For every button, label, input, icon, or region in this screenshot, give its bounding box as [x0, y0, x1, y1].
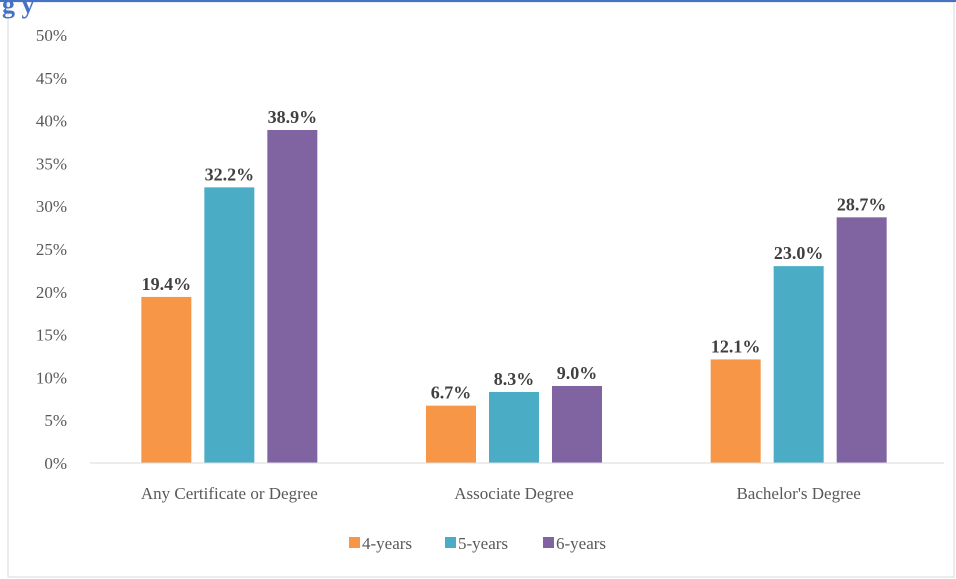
x-category-label: Any Certificate or Degree [141, 484, 318, 503]
bar [552, 385, 602, 463]
legend-label: 6-years [556, 534, 606, 553]
data-label: 12.1% [711, 336, 761, 356]
data-label: 9.0% [557, 363, 598, 383]
bar [141, 296, 192, 463]
y-tick-label: 40% [36, 112, 67, 131]
legend: 4-years 5-years 6-years [349, 534, 606, 553]
bar [836, 217, 887, 463]
bar [773, 266, 824, 463]
bar [267, 130, 318, 464]
x-axis: Any Certificate or Degree Associate Degre… [141, 484, 861, 503]
x-category-label: Bachelor's Degree [736, 484, 860, 503]
legend-swatch [543, 537, 554, 548]
legend-swatch [349, 537, 360, 548]
y-tick-label: 20% [36, 283, 67, 302]
bar [710, 359, 761, 463]
data-label: 32.2% [205, 164, 255, 184]
legend-label: 4-years [362, 534, 412, 553]
y-tick-label: 5% [44, 411, 67, 430]
data-label: 19.4% [142, 274, 192, 294]
bars-group [141, 130, 887, 464]
data-label: 28.7% [837, 194, 887, 214]
y-axis: 0% 5% 10% 15% 20% 25% 30% 35% 40% 45% 50% [36, 26, 67, 473]
bar [204, 187, 255, 464]
data-label: 38.9% [268, 107, 318, 127]
x-category-label: Associate Degree [454, 484, 573, 503]
y-tick-label: 15% [36, 326, 67, 345]
y-tick-label: 50% [36, 26, 67, 45]
y-tick-label: 0% [44, 454, 67, 473]
y-tick-label: 35% [36, 154, 67, 173]
y-tick-label: 25% [36, 240, 67, 259]
data-label: 23.0% [774, 243, 824, 263]
y-tick-label: 45% [36, 69, 67, 88]
legend-swatch [445, 537, 456, 548]
data-labels-group: 19.4% 32.2% 38.9% 6.7% 8.3% 9.0% 12.1% 23.0% 28.… [142, 107, 887, 403]
legend-label: 5-years [458, 534, 508, 553]
bar [489, 391, 539, 463]
data-label: 8.3% [494, 369, 535, 389]
bar [426, 405, 476, 463]
y-tick-label: 30% [36, 197, 67, 216]
data-label: 6.7% [431, 383, 472, 403]
chart-title: g y [2, 0, 35, 19]
y-tick-label: 10% [36, 368, 67, 387]
